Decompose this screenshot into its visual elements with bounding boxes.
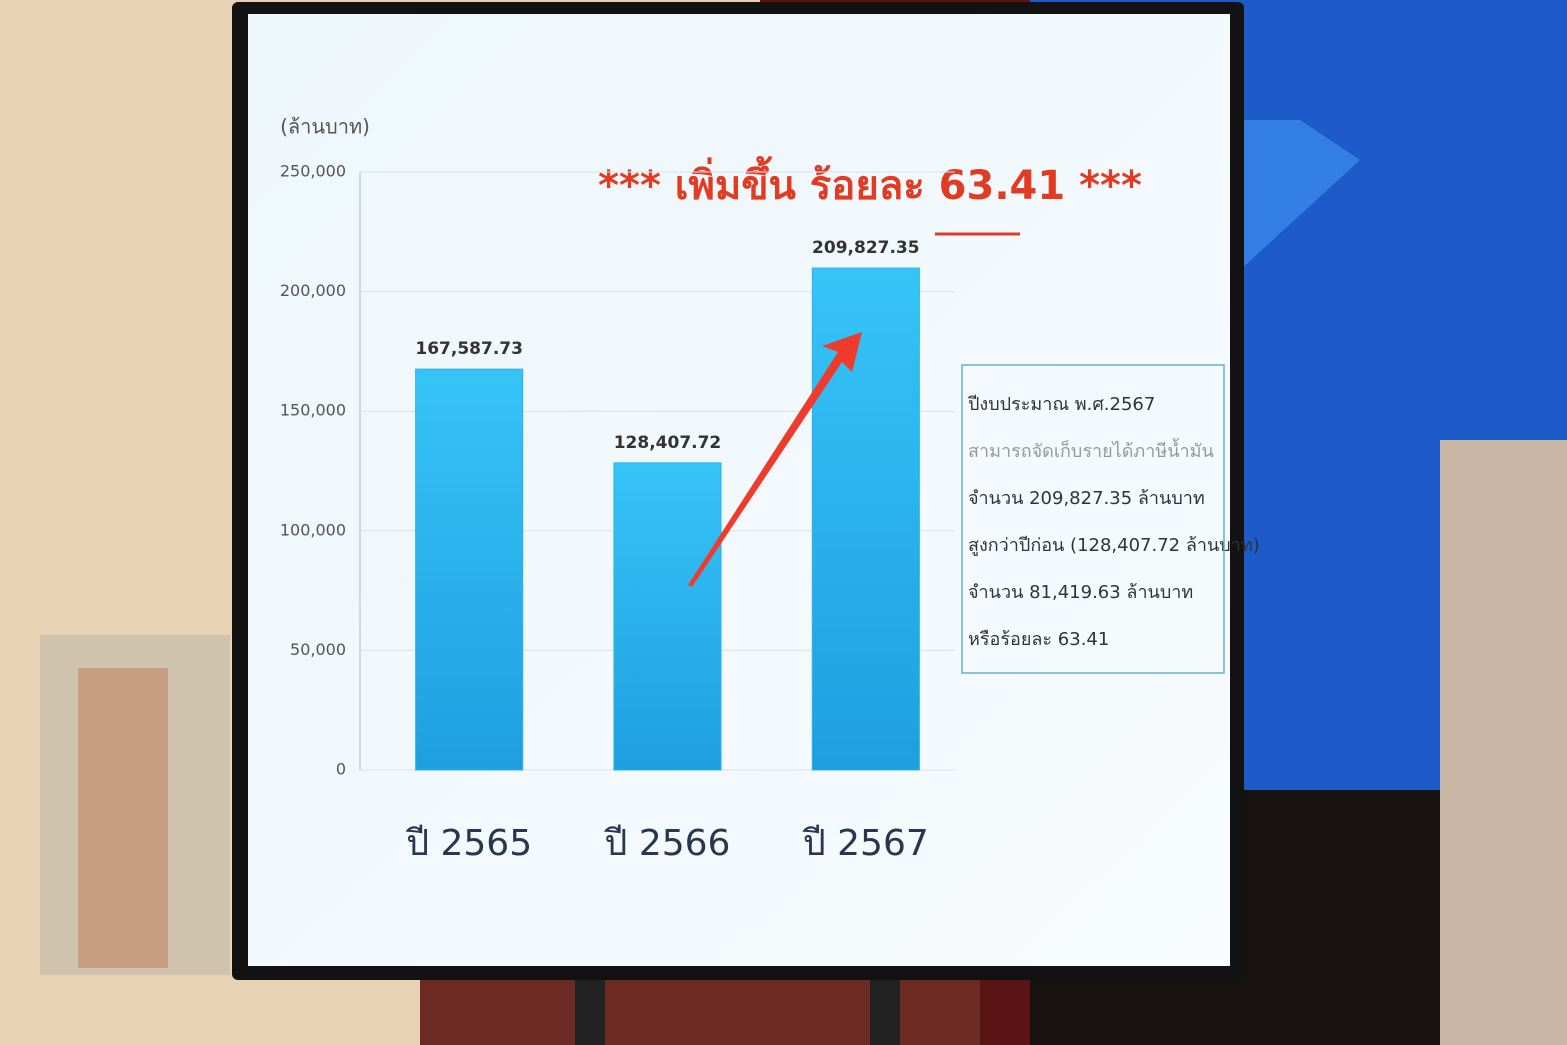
annotation-line: สามารถจัดเก็บรายได้ภาษีน้ำมัน [968, 438, 1214, 462]
x-tick-label: ปี 2565 [406, 823, 533, 864]
y-axis-label: (ล้านบาท) [280, 115, 370, 139]
annotation-line: หรือร้อยละ 63.41 [968, 629, 1109, 650]
value-label: 128,407.72 [614, 433, 722, 453]
annotation-box [961, 364, 1225, 674]
bar [415, 368, 524, 771]
door-panel [78, 668, 168, 968]
trend-arrow [688, 332, 862, 587]
bar [613, 462, 722, 771]
y-tick-label: 0 [336, 760, 346, 779]
y-tick-label: 150,000 [280, 401, 346, 420]
y-tick-label: 200,000 [280, 281, 346, 300]
tv-screen [248, 14, 1230, 966]
annotation-line: จำนวน 81,419.63 ล้านบาท [968, 582, 1193, 603]
x-tick-label: ปี 2567 [802, 823, 929, 864]
chart-title: *** เพิ่มขึ้น ร้อยละ 63.41 *** [598, 156, 1142, 209]
value-label: 167,587.73 [415, 339, 523, 359]
y-tick-label: 250,000 [280, 162, 346, 181]
bar [811, 267, 920, 771]
y-tick-label: 100,000 [280, 520, 346, 539]
annotation-line: จำนวน 209,827.35 ล้านบาท [968, 488, 1205, 509]
chart: (ล้านบาท) *** เพิ่มขึ้น ร้อยละ 63.41 ***… [280, 115, 1260, 865]
x-tick-label: ปี 2566 [604, 823, 731, 864]
annotation-line: ปีงบประมาณ พ.ศ.2567 [968, 394, 1156, 415]
presenter [1440, 440, 1567, 1045]
annotation-line: สูงกว่าปีก่อน (128,407.72 ล้านบาท) [968, 535, 1260, 556]
y-tick-label: 50,000 [290, 640, 346, 659]
value-label: 209,827.35 [812, 238, 920, 258]
